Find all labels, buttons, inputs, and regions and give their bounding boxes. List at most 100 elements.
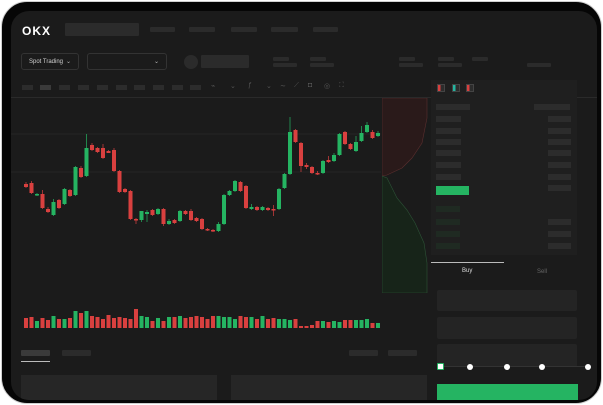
candle <box>200 219 204 229</box>
order-book-row[interactable] <box>436 150 461 156</box>
order-book-row[interactable] <box>548 128 571 134</box>
indicator-icon[interactable]: ƒ <box>248 82 252 89</box>
interval-button[interactable] <box>134 85 145 90</box>
tab-buy[interactable]: Buy <box>462 268 473 274</box>
order-book-row[interactable] <box>548 185 571 191</box>
camera-icon[interactable]: ◘ <box>308 82 313 89</box>
chevron-down-icon: ⌄ <box>153 59 159 65</box>
market-selector[interactable]: Spot Trading ⌄ <box>21 53 79 70</box>
interval-button-active[interactable] <box>40 85 51 90</box>
candle <box>337 134 342 155</box>
candle-type-icon[interactable]: ⌁ <box>211 83 216 90</box>
price-input[interactable] <box>437 290 577 311</box>
order-book-row[interactable] <box>548 219 571 225</box>
volume-bar <box>46 320 50 328</box>
volume-bar <box>244 317 248 328</box>
order-book-row[interactable] <box>436 174 461 180</box>
order-book-row[interactable] <box>436 243 460 249</box>
nav-item[interactable] <box>271 27 298 32</box>
nav-item[interactable] <box>189 27 215 32</box>
amount-slider[interactable] <box>440 366 590 367</box>
order-book-row[interactable] <box>436 128 461 134</box>
candle <box>35 194 39 196</box>
order-book-row[interactable] <box>436 139 461 145</box>
nav-item[interactable] <box>313 27 338 32</box>
candle <box>62 189 67 204</box>
interval-button[interactable] <box>190 85 201 90</box>
nav-item[interactable] <box>150 27 175 32</box>
book-both-icon[interactable] <box>437 84 445 92</box>
slider-step[interactable] <box>467 364 473 370</box>
fullscreen-icon[interactable]: ⛶ <box>339 82 344 89</box>
order-book-row[interactable] <box>436 116 461 122</box>
pair-selector[interactable]: ⌄ <box>87 53 167 70</box>
volume-bar <box>222 317 226 328</box>
slider-step[interactable] <box>539 364 545 370</box>
order-book-row[interactable] <box>436 231 460 237</box>
volume-bar <box>227 317 232 328</box>
candle <box>84 148 89 176</box>
volume-bar <box>282 319 287 328</box>
volume-bar <box>68 318 72 328</box>
candle <box>79 168 83 177</box>
order-book-row[interactable] <box>548 116 571 122</box>
nav-item[interactable] <box>231 27 257 32</box>
amount-input[interactable] <box>437 317 577 339</box>
stat-label <box>310 57 326 61</box>
ruler-icon[interactable]: ⟋ <box>294 82 299 89</box>
interval-button[interactable] <box>116 85 127 90</box>
chevron-down-icon[interactable]: ⌄ <box>230 83 236 90</box>
buy-submit-button[interactable] <box>437 384 578 400</box>
order-book-row[interactable] <box>548 231 571 237</box>
candle <box>205 229 210 231</box>
interval-button[interactable] <box>78 85 89 90</box>
chevron-down-icon: ⌄ <box>65 59 71 65</box>
order-book-row[interactable] <box>436 219 460 225</box>
order-book-row[interactable] <box>436 206 460 212</box>
candle <box>57 200 61 208</box>
candle <box>244 186 248 208</box>
candle <box>354 142 358 151</box>
slider-step[interactable] <box>585 364 591 370</box>
tab-order-history[interactable] <box>62 350 91 356</box>
slider-step[interactable] <box>504 364 510 370</box>
tab-open-orders[interactable] <box>21 350 50 356</box>
candle <box>194 218 199 221</box>
order-book-row[interactable] <box>548 174 571 180</box>
candle <box>255 207 259 210</box>
volume-bar <box>112 318 116 328</box>
line-icon[interactable]: ∼ <box>280 83 286 90</box>
divider <box>11 97 597 98</box>
order-book-row[interactable] <box>534 104 570 110</box>
stat-value <box>399 63 423 67</box>
filter-button[interactable] <box>349 350 378 356</box>
order-book-row[interactable] <box>548 162 571 168</box>
search-bar[interactable] <box>65 23 139 36</box>
candle <box>310 167 314 173</box>
volume-bar <box>156 318 160 328</box>
volume-bar <box>321 321 325 328</box>
chevron-down-icon[interactable]: ⌄ <box>266 83 272 90</box>
slider-handle[interactable] <box>437 363 444 370</box>
volume-bar <box>106 315 111 328</box>
order-book-row[interactable] <box>436 104 470 110</box>
tab-sell[interactable]: Sell <box>537 269 548 275</box>
order-book-row[interactable] <box>436 162 461 168</box>
settings-icon[interactable]: ◎ <box>324 83 331 90</box>
candle <box>145 212 149 214</box>
interval-button[interactable] <box>59 85 70 90</box>
book-asks-icon[interactable] <box>466 84 474 92</box>
filter-button[interactable] <box>388 350 417 356</box>
total-input[interactable] <box>437 344 577 367</box>
interval-button[interactable] <box>97 85 108 90</box>
volume-bar <box>161 321 166 328</box>
interval-button[interactable] <box>153 85 164 90</box>
order-book-row[interactable] <box>548 243 571 249</box>
price-chart[interactable] <box>11 11 597 400</box>
order-book-row[interactable] <box>548 139 571 145</box>
interval-button[interactable] <box>172 85 183 90</box>
order-book-row[interactable] <box>548 150 571 156</box>
book-bids-icon[interactable] <box>452 84 460 92</box>
interval-button[interactable] <box>22 85 33 90</box>
okx-logo[interactable]: OKX <box>22 24 52 38</box>
